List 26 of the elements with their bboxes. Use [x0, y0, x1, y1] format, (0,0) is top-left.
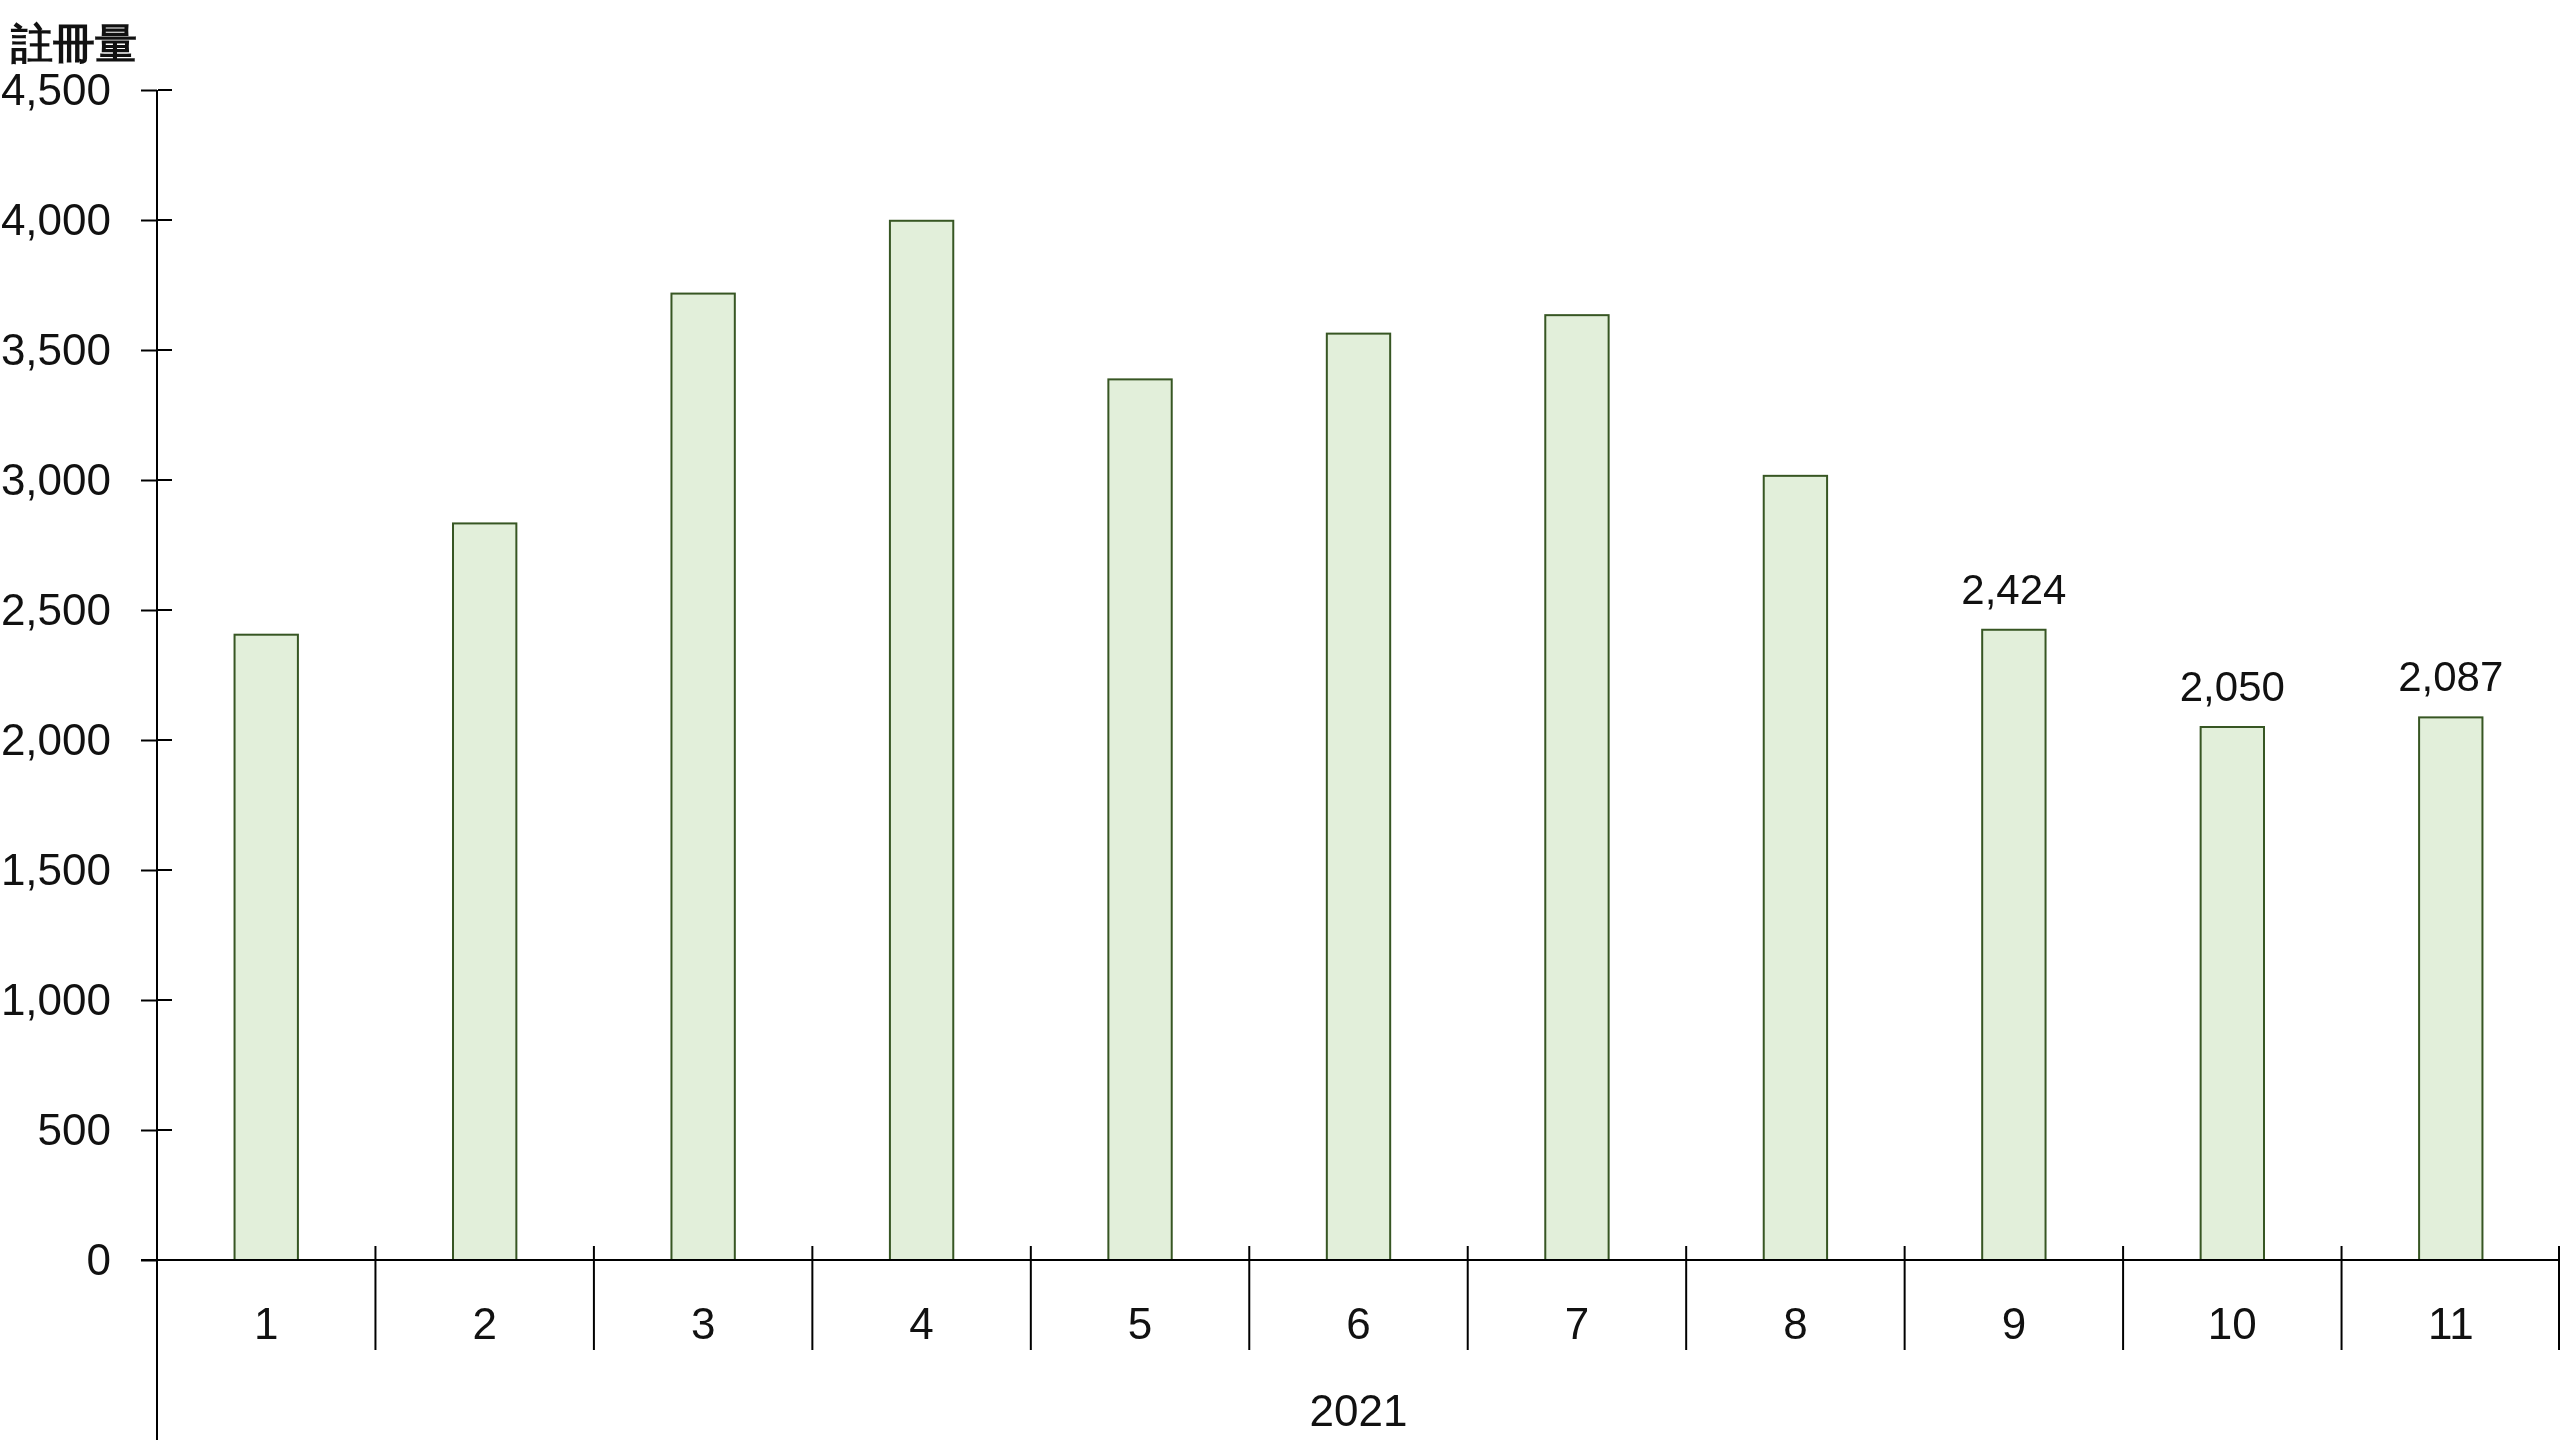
y-tick-label: 4,500: [0, 64, 111, 114]
y-tick-label: 3,000: [0, 454, 111, 504]
x-tick-label: 8: [1783, 1299, 1808, 1349]
x-tick-label: 3: [690, 1299, 716, 1349]
x-tick-label: 1: [253, 1299, 279, 1349]
y-tick-label: 1,500: [0, 844, 111, 894]
x-tick-label: 11: [2427, 1299, 2474, 1349]
y-tick-label: 2,500: [0, 584, 111, 634]
y-tick-label: 500: [37, 1104, 111, 1154]
data-label: 2,050: [2179, 663, 2285, 710]
x-tick-label: 10: [2207, 1299, 2257, 1349]
x-axis-title: 2021: [1309, 1386, 1408, 1436]
y-tick-label: 0: [86, 1234, 111, 1284]
x-tick-label: 5: [1127, 1299, 1153, 1349]
y-tick-label: 2,000: [0, 714, 111, 764]
x-tick-label: 2: [472, 1299, 497, 1349]
y-tick-label: 4,000: [0, 194, 111, 244]
y-axis-title: 註冊量: [10, 20, 137, 67]
x-tick-label: 6: [1346, 1299, 1371, 1349]
y-tick-label: 3,500: [0, 324, 111, 374]
x-tick-label: 7: [1564, 1299, 1590, 1349]
x-tick-label: 9: [2001, 1299, 2027, 1349]
data-label: 2,087: [2398, 653, 2504, 701]
y-tick-label: 1,000: [0, 974, 111, 1024]
data-label: 2,424: [1961, 565, 2067, 613]
x-tick-label: 4: [909, 1299, 934, 1349]
